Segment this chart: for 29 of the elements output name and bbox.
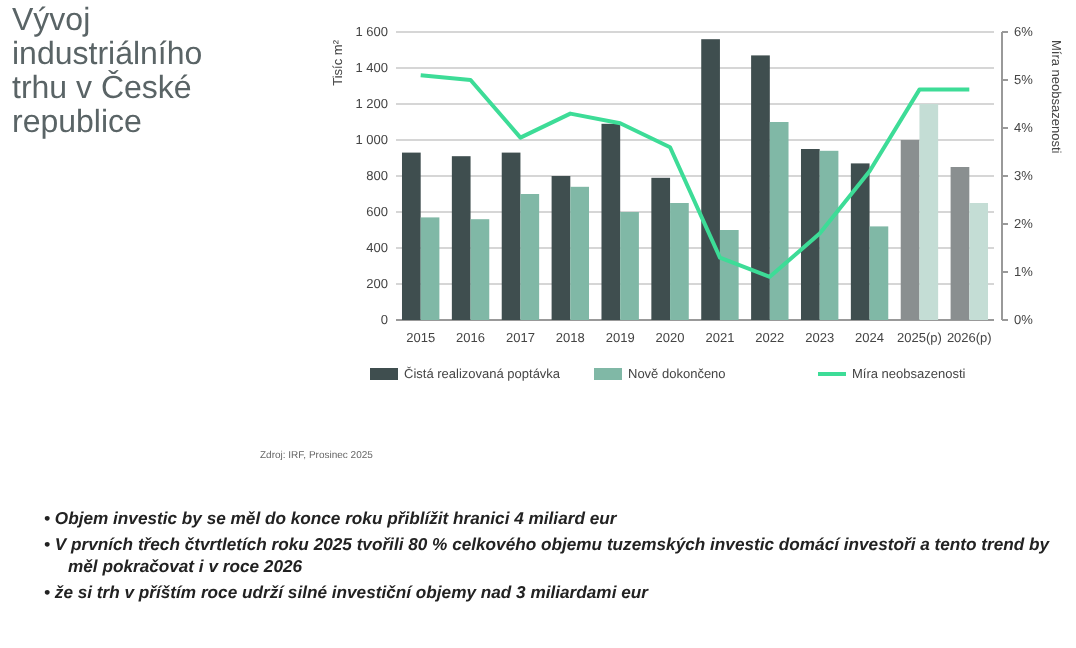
text: • že si trh v příštím roce udrží silné investiční objemy nad 3 miliardami eur [44, 582, 651, 604]
bar [620, 212, 639, 320]
bar [900, 140, 920, 320]
bar [551, 176, 571, 320]
bar [751, 55, 770, 320]
bar [950, 167, 970, 320]
bar [570, 186, 590, 320]
bar [869, 226, 889, 320]
bar [420, 217, 440, 320]
bar [470, 219, 490, 320]
bar [451, 156, 471, 320]
bar [401, 152, 421, 320]
bar [501, 152, 521, 320]
bar [969, 203, 989, 320]
bar [919, 104, 939, 320]
bar [701, 39, 720, 320]
bar [520, 194, 540, 320]
bar [800, 149, 820, 320]
text: Vývoj industriálního trhu v České republice [12, 4, 205, 140]
line-series [418, 73, 972, 279]
text: • Objem investic by se měl do konce roku přiblížit hranici 4 miliard eur [44, 508, 619, 530]
bar [769, 122, 789, 320]
bar [719, 230, 739, 320]
bar [670, 203, 689, 320]
bar [819, 150, 839, 320]
bar [651, 177, 671, 320]
bar [850, 163, 870, 320]
text: • V prvních třech čtvrtletích roku 2025 tvořili 80 % celkového objemu tuzemských investic domácí investoři a tento trend by měl pokračovat i v roce 2026 [44, 534, 1052, 578]
bar [601, 123, 621, 320]
